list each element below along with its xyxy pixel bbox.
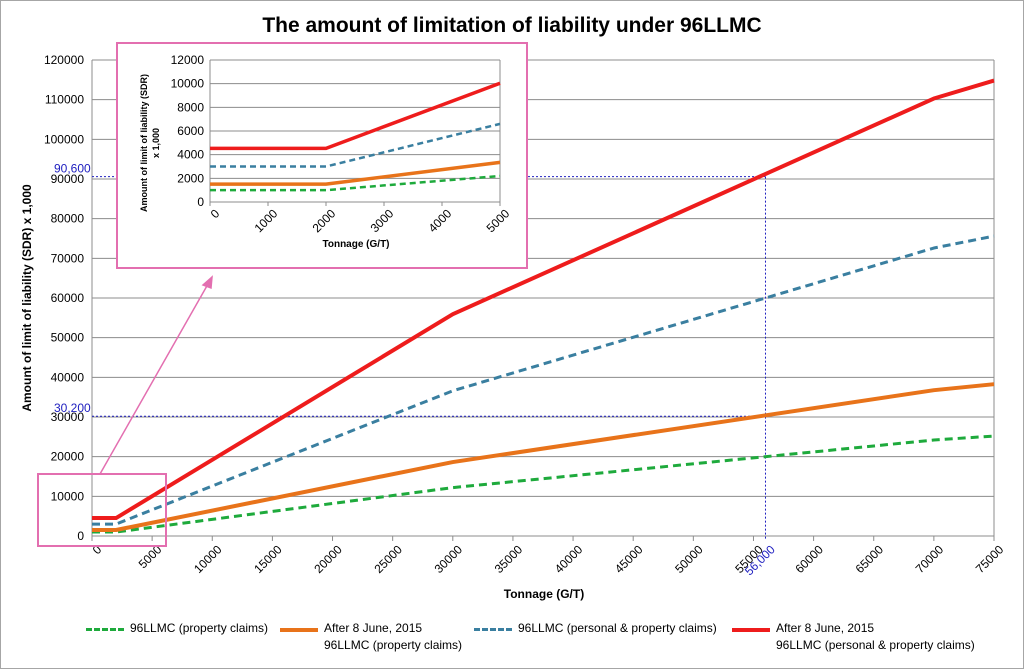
main-series-line-3 <box>92 234 995 526</box>
main-x-tick-label-14: 70000 <box>913 542 947 576</box>
legend-label-1: 96LLMC (property claims) <box>130 621 269 635</box>
inset-frame <box>116 42 528 269</box>
reference-label-0: 90,600 <box>54 162 91 176</box>
main-y-tick-label-11: 110000 <box>45 93 84 107</box>
inset-y-tick-label-1: 2000 <box>177 171 204 185</box>
y-axis-label: Amount of limit of liability (SDR) x 1,0… <box>20 184 34 412</box>
main-x-tick-label-15: 75000 <box>973 542 1007 576</box>
main-y-tick-label-10: 100000 <box>44 132 84 146</box>
reference-label-1: 30,200 <box>54 401 91 415</box>
main-y-tick-label-12: 120000 <box>44 53 84 67</box>
x-axis-label: Tonnage (G/T) <box>504 587 584 601</box>
zoom-connector-line <box>99 276 213 475</box>
main-y-tick-label-5: 50000 <box>51 331 85 345</box>
inset-y-axis-label-line1: Amount of limit of liability (SDR) <box>139 74 149 212</box>
main-series-line-4 <box>92 78 995 521</box>
inset-series <box>210 81 501 192</box>
main-series <box>92 78 995 534</box>
inset-grid <box>209 59 501 203</box>
main-x-tick-label-4: 20000 <box>311 542 345 576</box>
inset-series-line-4 <box>210 81 501 151</box>
main-x-tick-label-8: 40000 <box>552 542 586 576</box>
zoom-connector-arrowhead <box>201 275 213 290</box>
main-x-tick-label-7: 35000 <box>492 542 526 576</box>
main-x-tick-label-0: 0 <box>90 542 105 557</box>
main-y-tick-label-9: 90000 <box>51 172 85 186</box>
main-x-tick-label-2: 10000 <box>191 542 225 576</box>
inset-series-line-1 <box>210 174 501 192</box>
inset-x-axis-label: Tonnage (G/T) <box>322 239 389 250</box>
inset-y-axis-label-line2: x 1,000 <box>151 128 161 158</box>
main-x-tick-label-3: 15000 <box>251 542 285 576</box>
inset-y-tick-label-3: 6000 <box>177 124 204 138</box>
legend-label-4: After 8 June, 2015 96LLMC (personal & pro… <box>776 621 975 652</box>
legend-swatch-2 <box>280 628 318 632</box>
zoom-source-box <box>37 473 167 547</box>
inset-y-tick-label-5: 10000 <box>171 77 205 91</box>
legend-label-2: After 8 June, 2015 96LLMC (property claim… <box>324 621 463 652</box>
legend-swatch-1 <box>86 628 124 631</box>
main-series-line-2 <box>92 382 995 533</box>
main-y-ticks: 0 10000 20000 30000 40000 50000 60000 70000 8000… <box>44 53 84 543</box>
main-y-tick-label-3: 30000 <box>51 410 85 424</box>
inset-y-tick-label-0: 0 <box>197 195 204 209</box>
inset-y-tick-label-6: 12000 <box>171 53 205 67</box>
inset-series-line-2 <box>210 160 501 186</box>
main-x-tick-label-13: 65000 <box>853 542 887 576</box>
main-x-tick-label-6: 30000 <box>432 542 466 576</box>
main-y-tick-label-8: 80000 <box>51 212 85 226</box>
main-y-tick-label-1: 10000 <box>51 489 85 503</box>
main-y-tick-label-0: 0 <box>77 529 84 543</box>
main-y-tick-label-2: 20000 <box>51 450 85 464</box>
inset-y-tick-label-4: 8000 <box>177 100 204 114</box>
inset-series-line-3 <box>210 122 501 168</box>
main-x-tick-label-9: 45000 <box>612 542 646 576</box>
main-x-ticks: 0 5000 10000 15000 20000 25000 30000 35000 40000… <box>90 536 1007 576</box>
main-x-tick-label-5: 25000 <box>372 542 406 576</box>
main-x-tick-label-12: 60000 <box>792 542 826 576</box>
main-y-tick-label-7: 70000 <box>51 251 85 265</box>
main-y-tick-label-6: 60000 <box>51 291 85 305</box>
inset-y-tick-label-2: 4000 <box>177 148 204 162</box>
main-x-tick-label-10: 50000 <box>672 542 706 576</box>
legend-swatch-4 <box>732 628 770 632</box>
main-y-tick-label-4: 40000 <box>51 370 85 384</box>
main-series-line-1 <box>92 434 995 534</box>
inset-y-ticks: 0 2000 4000 6000 8000 10000 12000 <box>171 53 205 209</box>
legend-swatch-3 <box>474 628 512 631</box>
legend-label-3: 96LLMC (personal & property claims) <box>518 621 717 635</box>
chart-title: The amount of limitation of liability un… <box>262 14 762 37</box>
